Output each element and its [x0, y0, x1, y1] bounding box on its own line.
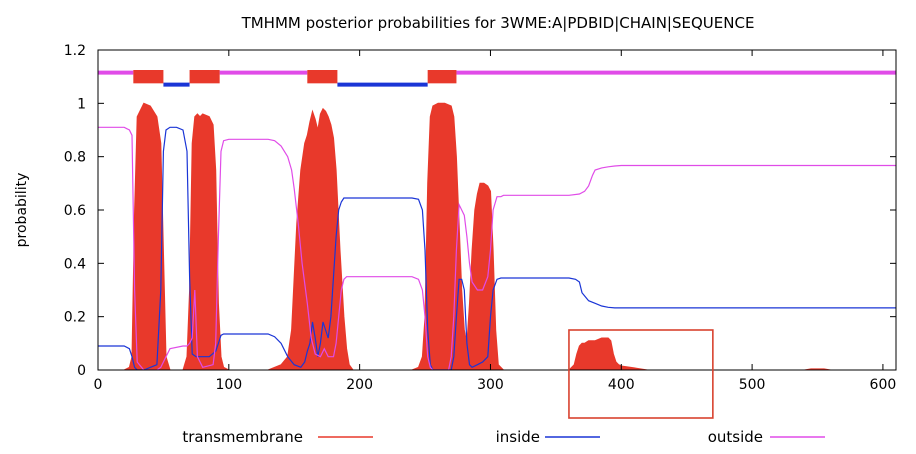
x-tick-label: 0 — [94, 377, 103, 393]
topology-tm-segment — [189, 70, 220, 84]
y-tick-label: 0.4 — [64, 256, 86, 272]
x-tick-label: 100 — [215, 377, 242, 393]
legend-label-transmembrane: transmembrane — [182, 428, 303, 446]
legend-label-outside: outside — [708, 428, 763, 446]
y-tick-label: 0 — [77, 363, 86, 379]
outside-line — [98, 126, 896, 370]
y-axis: 0 0.2 0.4 0.6 0.8 1 1.2 — [64, 43, 896, 379]
highlight-box — [568, 329, 714, 419]
inside-line — [98, 126, 896, 370]
y-axis-label: probability — [14, 173, 30, 248]
topology-tm-segment — [427, 70, 457, 84]
y-tick-label: 0.2 — [64, 310, 86, 326]
topology-tm-segment — [307, 70, 338, 84]
transmembrane-area — [98, 102, 896, 370]
legend: transmembrane inside outside — [182, 428, 825, 446]
x-tick-label: 300 — [477, 377, 504, 393]
y-tick-label: 1 — [77, 96, 86, 112]
x-axis: 0 100 200 300 400 500 600 — [94, 50, 897, 393]
annotations — [568, 329, 714, 419]
y-tick-label: 0.8 — [64, 150, 86, 166]
x-tick-label: 500 — [739, 377, 766, 393]
y-tick-label: 1.2 — [64, 43, 86, 59]
x-tick-label: 400 — [608, 377, 635, 393]
x-tick-label: 200 — [346, 377, 373, 393]
topology-tm-segment — [133, 70, 164, 84]
chart-title: TMHMM posterior probabilities for 3WME:A… — [241, 14, 755, 32]
legend-label-inside: inside — [496, 428, 540, 446]
plot-area — [98, 70, 896, 370]
y-tick-label: 0.6 — [64, 203, 86, 219]
x-tick-label: 600 — [870, 377, 897, 393]
